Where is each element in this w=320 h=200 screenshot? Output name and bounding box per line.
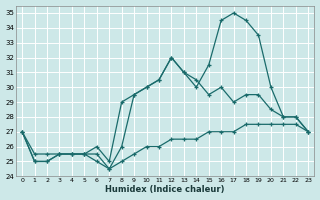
X-axis label: Humidex (Indice chaleur): Humidex (Indice chaleur) bbox=[106, 185, 225, 194]
